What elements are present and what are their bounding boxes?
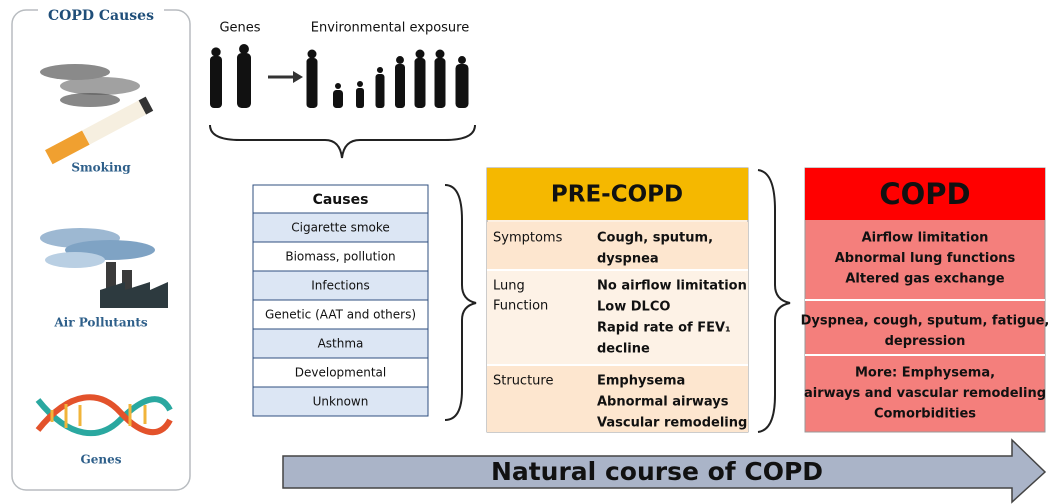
body <box>395 64 405 108</box>
arrow-head <box>293 71 303 83</box>
head <box>416 50 425 59</box>
row-text: Cough, sputum, <box>597 231 713 246</box>
copd-text: Comorbidities <box>874 407 976 422</box>
copd-text: airways and vascular remodeling <box>804 386 1046 401</box>
copd-text: Abnormal lung functions <box>835 251 1016 266</box>
row-text: Low DLCO <box>597 300 670 315</box>
table-cell: Genetic (AAT and others) <box>265 308 416 322</box>
copd-text: depression <box>885 334 966 349</box>
head <box>396 56 404 64</box>
copd-text: Altered gas exchange <box>845 272 1004 287</box>
timeline-label: Environmental exposure <box>311 21 469 36</box>
row-text: Emphysema <box>597 374 685 389</box>
body <box>333 90 343 108</box>
body <box>456 64 469 108</box>
head <box>335 83 341 89</box>
row-text: decline <box>597 342 650 357</box>
head <box>357 81 363 87</box>
copd-text: Dyspnea, cough, sputum, fatigue, <box>801 314 1050 329</box>
table-header-text: Causes <box>313 192 369 208</box>
row-text: Abnormal airways <box>597 395 729 410</box>
row-label: Function <box>493 299 548 314</box>
table-cell: Asthma <box>318 337 364 351</box>
cause-label: Smoking <box>71 161 131 175</box>
brace <box>210 125 475 158</box>
cause-label: Air Pollutants <box>53 316 148 330</box>
body <box>415 58 426 108</box>
copd-title: COPD <box>879 177 970 211</box>
pre-copd-title: PRE-COPD <box>551 182 683 208</box>
head <box>239 44 249 54</box>
body <box>210 56 222 108</box>
table-cell: Infections <box>311 279 370 293</box>
timeline-label: Genes <box>219 21 260 36</box>
head <box>458 56 466 64</box>
diagram: COPD Causes Smoking Air Pollutants Genes Gen… <box>0 0 1050 504</box>
row-text: No airflow limitation <box>597 279 747 294</box>
head <box>436 50 445 59</box>
row-text: dyspnea <box>597 252 659 267</box>
head <box>211 47 220 56</box>
brace <box>758 170 790 432</box>
body <box>307 58 318 108</box>
row-text: Rapid rate of FEV₁ <box>597 321 731 336</box>
head <box>308 50 317 59</box>
row-text: Vascular remodeling <box>597 416 747 431</box>
row-label: Lung <box>493 279 525 294</box>
row-label: Structure <box>493 374 553 389</box>
brace <box>445 185 476 420</box>
table-cell: Unknown <box>313 395 369 409</box>
body <box>356 88 364 108</box>
panel-title: COPD Causes <box>48 8 154 24</box>
row-label: Symptoms <box>493 231 563 246</box>
silhouettes <box>210 44 469 108</box>
table-cell: Biomass, pollution <box>285 250 395 264</box>
body <box>376 74 385 108</box>
arrow-label: Natural course of COPD <box>491 457 823 486</box>
head <box>377 67 383 73</box>
copd-text: More: Emphysema, <box>855 366 995 381</box>
body <box>237 53 251 108</box>
table-cell: Developmental <box>295 366 386 380</box>
copd-text: Airflow limitation <box>862 231 989 246</box>
table-cell: Cigarette smoke <box>291 221 390 235</box>
body <box>435 58 446 108</box>
cause-label: Genes <box>81 453 122 467</box>
